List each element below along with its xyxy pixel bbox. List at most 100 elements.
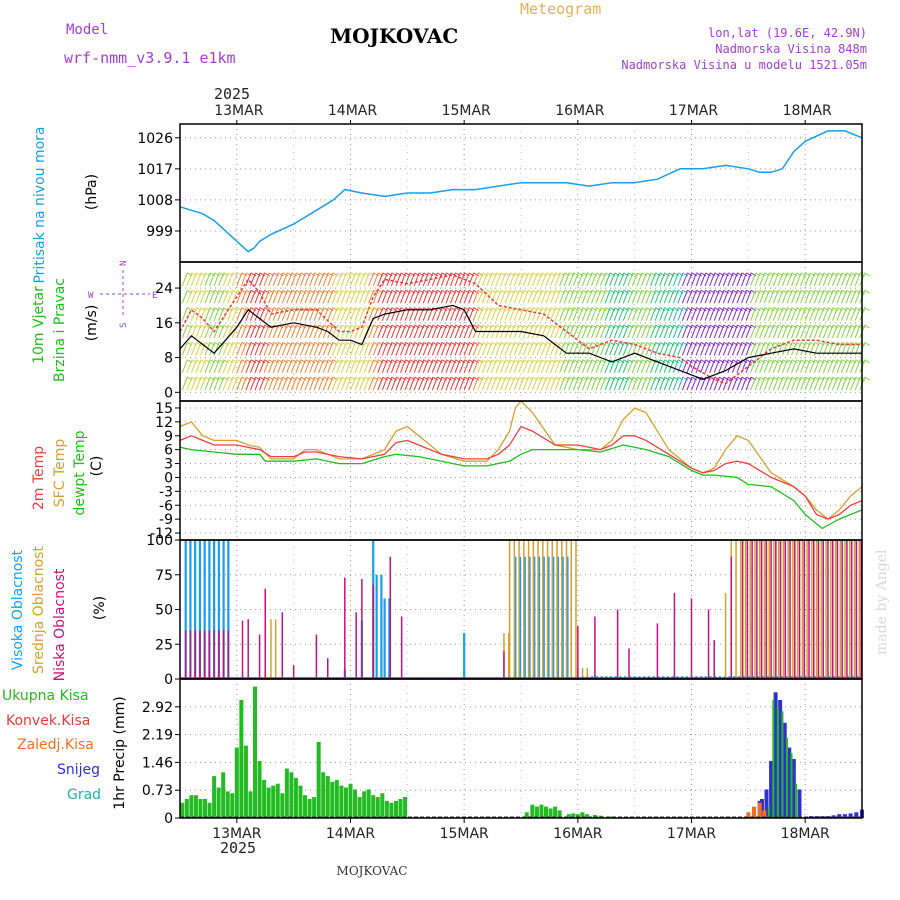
wind-barb [768, 307, 775, 321]
top-tick-label: 16MAR [555, 103, 604, 119]
wind-barb [741, 272, 747, 287]
wind-barb [368, 376, 375, 391]
wind-barb-flag [196, 376, 202, 381]
wind-barb [236, 307, 243, 321]
wind-barb [477, 272, 484, 287]
wind-barb-flag [796, 376, 802, 381]
wind-barb [695, 307, 702, 321]
wind-barb [577, 290, 584, 304]
wind-barb-flag [350, 341, 357, 346]
wind-barb [531, 359, 538, 373]
wind-barb [804, 272, 811, 287]
wind-barb-flag [805, 272, 811, 277]
wind-barb-flag [728, 289, 734, 294]
wind-barb-flag [205, 307, 211, 312]
legend-graupel: Grad [67, 787, 101, 803]
wind-barb-flag [427, 359, 434, 364]
wind-barb-flag [450, 341, 457, 346]
wind-barb-flag [209, 359, 216, 364]
wind-barb-flag [368, 376, 375, 381]
wind-barb-flag [864, 341, 870, 346]
wind-barb [522, 376, 529, 391]
wind-barb [636, 342, 643, 356]
wind-barb-flag [396, 307, 402, 312]
wind-barb [641, 290, 647, 304]
wind-barb-flag [746, 307, 752, 312]
wind-barb [636, 359, 643, 373]
wind-barb [613, 342, 620, 356]
wind-barb [777, 359, 784, 373]
wind-barb-flag [596, 324, 602, 329]
wind-barb-flag [741, 289, 748, 294]
wind-barb-flag [791, 376, 798, 381]
wind-barb-flag [791, 324, 798, 329]
wind-barb-flag [387, 376, 393, 381]
wind-barb [250, 324, 256, 339]
wind-barb [718, 290, 725, 304]
wind-barb-flag [696, 359, 702, 364]
low-cloud-bar [616, 609, 619, 679]
high-cloud-bar [514, 556, 517, 679]
wind-barb-flag [732, 324, 739, 329]
wind-barb [186, 376, 193, 391]
wind-barb-flag [587, 376, 593, 381]
wind-barb-flag [773, 341, 780, 346]
wind-barb-flag [696, 341, 702, 346]
wind-barb [440, 376, 447, 391]
wind-barb-flag [655, 376, 661, 381]
wind-barb [727, 290, 734, 304]
wind-barb-flag [682, 272, 689, 277]
wind-barb [622, 376, 629, 391]
snow-precip-bar [764, 789, 769, 818]
temp-ylabel-2m: 2m Temp [31, 446, 47, 510]
wind-barb-flag [259, 376, 266, 381]
wind-barb [672, 272, 679, 287]
wind-barb [495, 376, 502, 391]
wind-barb-flag [737, 376, 743, 381]
wind-barb-flag [241, 341, 248, 346]
wind-barb [290, 342, 297, 356]
wind-barb-flag [659, 324, 666, 329]
wind-barb [277, 376, 284, 391]
wind-barb [477, 307, 484, 321]
high-cloud-bar [566, 556, 569, 679]
wind-barb [390, 342, 397, 356]
mid-cloud-bar [849, 540, 851, 679]
wind-barb-flag [555, 272, 561, 277]
rain-precip-bar [293, 778, 298, 818]
wind-barb [854, 290, 861, 304]
wind-barb [245, 307, 252, 321]
low-cloud-bar [860, 540, 862, 679]
wind-barb-flag [264, 289, 270, 294]
wind-barb-flag [396, 359, 402, 364]
station-title: MOJKOVAC [330, 24, 458, 48]
wind-barb [359, 324, 366, 339]
wind-barb-flag [514, 289, 520, 294]
wind-barb [800, 272, 807, 287]
wind-barb [418, 359, 425, 373]
wind-barb [704, 324, 711, 339]
wind-barb-flag [355, 359, 361, 364]
wind-barb-flag [528, 289, 534, 294]
mid-cloud-bar [811, 540, 813, 679]
wind-barb [854, 376, 861, 391]
wind-barb-flag [187, 324, 193, 329]
wind-barb [259, 359, 266, 373]
wind-barb-flag [209, 307, 216, 312]
wind-barb-flag [464, 324, 470, 329]
wind-barb-flag [618, 359, 625, 364]
wind-barb [463, 290, 470, 304]
wind-barb-flag [773, 359, 780, 364]
wind-barb-flag [327, 376, 334, 381]
wind-barb-flag [764, 272, 770, 277]
model-name: wrf-nmm_v3.9.1 e1km [64, 49, 236, 67]
wind-barb-flag [323, 289, 329, 294]
wind-barb [668, 376, 675, 391]
wind-barb-flag [678, 324, 684, 329]
mid-cloud-bar [513, 540, 516, 679]
wind-barb [781, 324, 788, 339]
wind-barb-flag [418, 376, 425, 381]
wind-barb [218, 272, 225, 287]
precip-legend: Ukupna Kisa Konvek.Kisa Zaledj.Kisa Snij… [2, 688, 128, 810]
wind-barb-flag [423, 289, 429, 294]
